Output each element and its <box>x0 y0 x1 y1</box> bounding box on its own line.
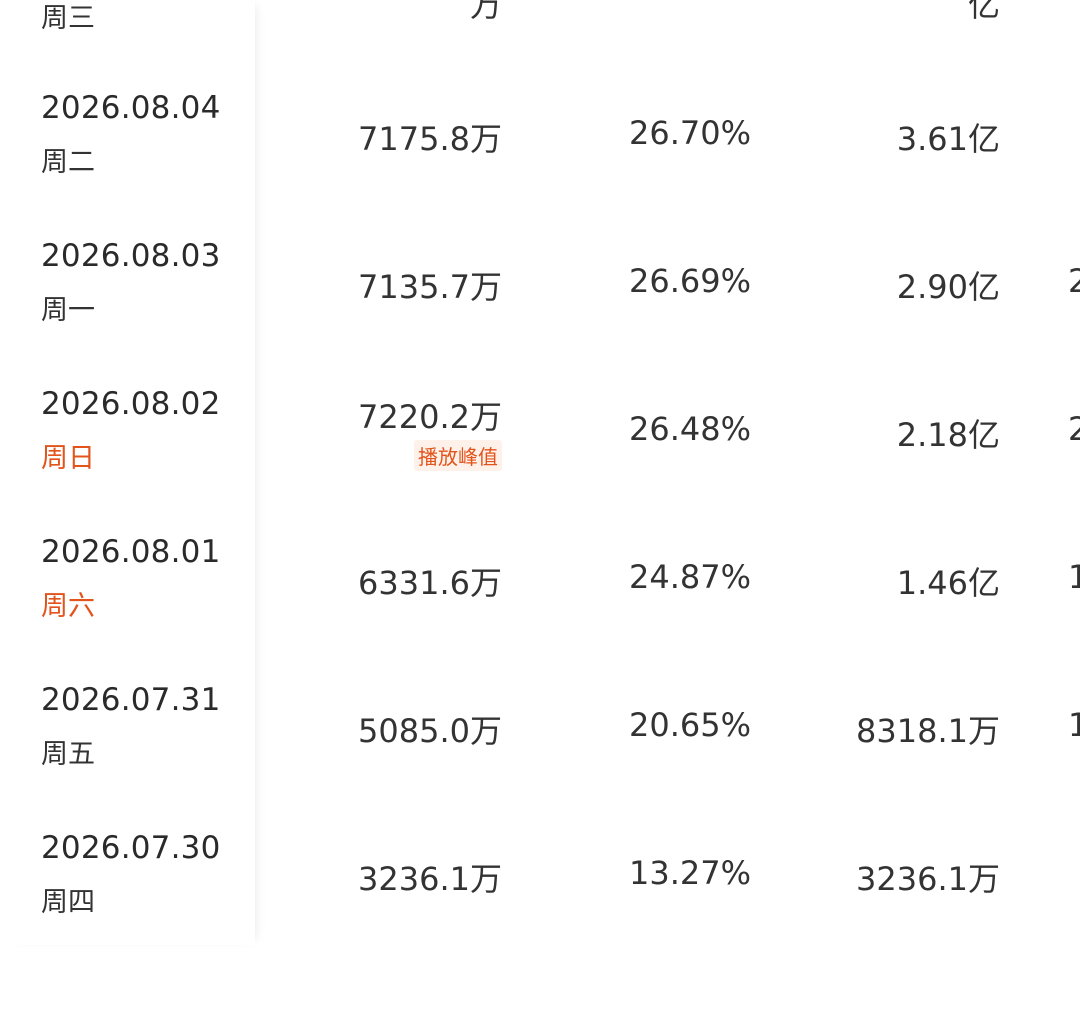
table-row[interactable]: 2026.08.03 周一 7135.7万 26.69% 2.90亿 2 <box>0 212 1080 360</box>
table-row[interactable]: 2026.08.01 周六 6331.6万 24.87% 1.46亿 1 <box>0 508 1080 656</box>
row-total: 1.46亿 <box>896 564 1000 602</box>
row-play-count: 3236.1万 <box>358 860 502 898</box>
row-date: 2026.08.03 <box>41 238 221 274</box>
row-total: 2.90亿 <box>896 268 1000 306</box>
row-share: 26.69% <box>628 262 751 300</box>
row-total: 亿 <box>967 0 1000 24</box>
peak-badge: 播放峰值 <box>414 440 502 471</box>
row-play-count: 万 <box>469 0 502 24</box>
row-share: 26.70% <box>628 114 751 152</box>
row-share: 20.65% <box>628 706 751 744</box>
row-total: 3236.1万 <box>856 860 1000 898</box>
row-date: 2026.07.31 <box>41 682 221 718</box>
row-date: 2026.08.04 <box>41 90 221 126</box>
row-extra: 2 <box>1068 262 1080 300</box>
table-row[interactable]: 2026.07.30 周四 3236.1万 13.27% 3236.1万 <box>0 804 1080 952</box>
row-play-count: 7135.7万 <box>358 268 502 306</box>
row-extra: 1 <box>1068 558 1080 596</box>
row-play-count: 7220.2万 <box>358 398 502 436</box>
row-weekday: 周四 <box>41 887 95 918</box>
row-total: 3.61亿 <box>896 120 1000 158</box>
row-weekday: 周一 <box>41 295 95 326</box>
row-play-count: 5085.0万 <box>358 712 502 750</box>
table-row[interactable]: 2026.08.02 周日 7220.2万 播放峰值 26.48% 2.18亿 … <box>0 360 1080 508</box>
row-weekday: 周五 <box>41 739 95 770</box>
row-extra: 2 <box>1068 410 1080 448</box>
row-date: 2026.08.01 <box>41 534 221 570</box>
row-share: 24.87% <box>628 558 751 596</box>
row-weekday: 周三 <box>41 3 95 34</box>
table-row[interactable]: 2026.07.31 周五 5085.0万 20.65% 8318.1万 1 <box>0 656 1080 804</box>
row-total: 2.18亿 <box>896 416 1000 454</box>
row-play-count: 7175.8万 <box>358 120 502 158</box>
row-date: 2026.07.30 <box>41 830 221 866</box>
table-row-partial[interactable]: 周三 万 亿 <box>0 0 1080 74</box>
row-weekday: 周二 <box>41 147 95 178</box>
row-total: 8318.1万 <box>856 712 1000 750</box>
row-extra: 1 <box>1068 706 1080 744</box>
row-weekday: 周六 <box>41 591 95 622</box>
row-share: 13.27% <box>628 854 751 892</box>
daily-data-table: 周三 万 亿 2026.08.04 周二 7175.8万 26.70% 3.61… <box>0 0 1080 945</box>
date-column <box>0 0 255 945</box>
row-weekday: 周日 <box>41 443 95 474</box>
table-row[interactable]: 2026.08.04 周二 7175.8万 26.70% 3.61亿 <box>0 64 1080 212</box>
row-date: 2026.08.02 <box>41 386 221 422</box>
row-play-count: 6331.6万 <box>358 564 502 602</box>
row-share: 26.48% <box>628 410 751 448</box>
